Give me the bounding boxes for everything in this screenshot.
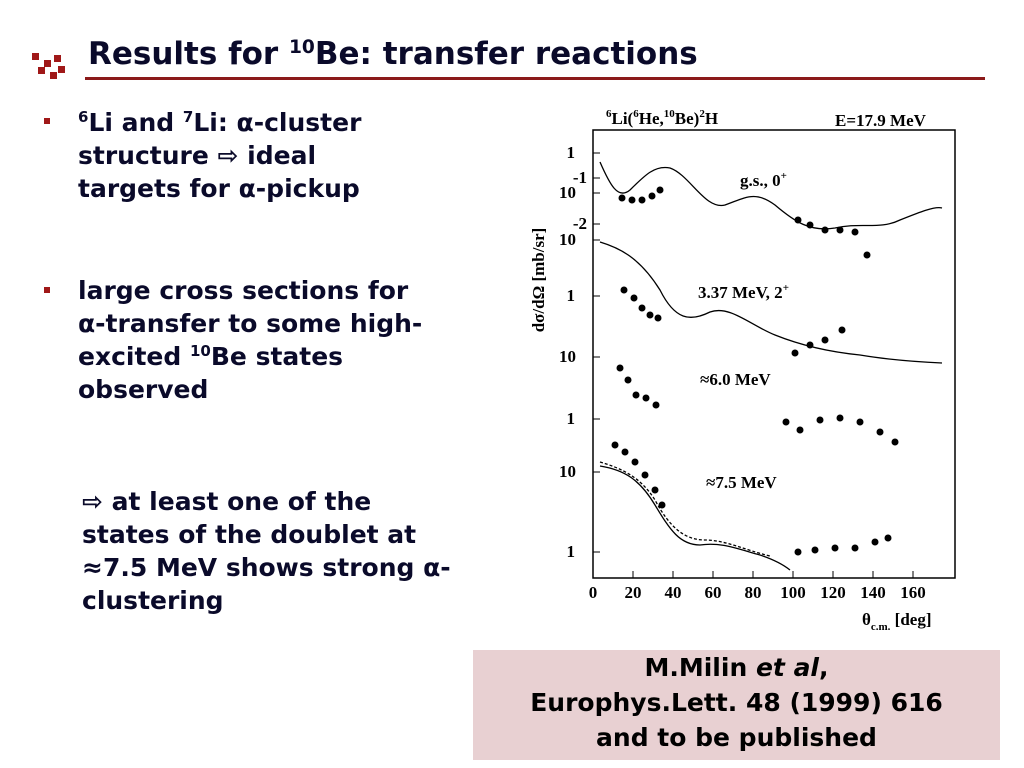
y-tick-label: 10 bbox=[559, 230, 576, 249]
title-sup: 10 bbox=[288, 36, 315, 58]
title-text: Be: transfer reactions bbox=[314, 36, 698, 72]
y-tick-label: -2 bbox=[573, 214, 587, 233]
bullet-sup: 7 bbox=[182, 108, 194, 126]
panel-label: 3.37 MeV, 2+ bbox=[698, 282, 789, 302]
conclusion: ⇨ at least one of the states of the doub… bbox=[82, 487, 451, 615]
panel-text: g.s., 0 bbox=[740, 171, 781, 190]
panel-label: ≈7.5 MeV bbox=[706, 473, 777, 492]
y-tick-label: 1 bbox=[567, 409, 576, 428]
y-axis-label: dσ/dΩ [mb/sr] bbox=[529, 228, 548, 333]
x-tick-label: 100 bbox=[780, 583, 806, 602]
bullet-text: Li and bbox=[88, 108, 183, 137]
x-tick-label: 20 bbox=[625, 583, 642, 602]
reaction-text: Be) bbox=[675, 109, 700, 128]
slide-title: Results for 10Be: transfer reactions bbox=[88, 36, 698, 72]
x-tick-label: 160 bbox=[900, 583, 926, 602]
y-tick-label: 10 bbox=[559, 462, 576, 481]
bullet-marker bbox=[44, 118, 50, 124]
citation-author: M.Milin bbox=[644, 653, 756, 682]
bullet: large cross sections for α-transfer to s… bbox=[78, 274, 438, 406]
y-tick-label: 1 bbox=[567, 143, 576, 162]
x-tick-label: 140 bbox=[860, 583, 886, 602]
reaction-sup: 2 bbox=[699, 108, 705, 120]
data-points bbox=[611, 186, 899, 556]
bullet: 6Li and 7Li: α-cluster structure ⇨ ideal… bbox=[78, 106, 423, 205]
x-tick-label: 0 bbox=[589, 583, 598, 602]
reaction-sup: 6 bbox=[606, 108, 612, 120]
x-axis-label: θc.m. [deg] bbox=[862, 610, 932, 633]
reaction-sup: 10 bbox=[664, 108, 676, 120]
citation-note: and to be published bbox=[596, 723, 877, 752]
plot-frame bbox=[592, 129, 956, 579]
bullet-sup: 6 bbox=[78, 108, 89, 126]
y-tick-label: 10 bbox=[559, 183, 576, 202]
bullet-sup: 10 bbox=[189, 342, 211, 360]
bullet-marker bbox=[44, 287, 50, 293]
title-text: Results for bbox=[88, 36, 289, 72]
panel-sup: + bbox=[781, 170, 787, 182]
x-tick-label: 40 bbox=[665, 583, 682, 602]
x-tick-label: 60 bbox=[705, 583, 722, 602]
x-tick-label: 80 bbox=[745, 583, 762, 602]
y-tick-label: 1 bbox=[567, 542, 576, 561]
curves bbox=[599, 161, 943, 571]
citation-text: , bbox=[819, 653, 829, 682]
x-label-unit: [deg] bbox=[890, 610, 931, 629]
x-label-main: θ bbox=[862, 610, 871, 629]
reaction-text: He, bbox=[639, 109, 664, 128]
title-rule bbox=[85, 77, 985, 80]
reaction-sup: 6 bbox=[633, 108, 639, 120]
y-tick-label: -1 bbox=[573, 168, 587, 187]
x-label-sub: c.m. bbox=[871, 621, 891, 633]
citation-journal: Europhys.Lett. 48 (1999) 616 bbox=[530, 688, 943, 717]
reaction-text: Li( bbox=[612, 109, 634, 128]
panel-label: g.s., 0+ bbox=[740, 170, 787, 190]
y-tick-label: 1 bbox=[567, 286, 576, 305]
x-tick-label: 120 bbox=[820, 583, 846, 602]
bullet-text: Be states observed bbox=[78, 342, 344, 404]
energy-label: E=17.9 MeV bbox=[835, 111, 927, 130]
reaction-text: H bbox=[705, 109, 718, 128]
citation-etal: et al bbox=[755, 653, 820, 682]
bullet-text: large cross sections for α-transfer to s… bbox=[78, 276, 423, 371]
panel-sup: + bbox=[783, 282, 789, 294]
reaction-label: 6Li(6He,10Be)2H bbox=[606, 108, 718, 128]
citation-box: M.Milin et al, Europhys.Lett. 48 (1999) … bbox=[473, 650, 1000, 760]
panel-text: 3.37 MeV, 2 bbox=[698, 283, 783, 302]
y-tick-label: 10 bbox=[559, 347, 576, 366]
panel-label: ≈6.0 MeV bbox=[700, 370, 771, 389]
bullet-text: Li: α-cluster structure ⇨ ideal targets … bbox=[78, 108, 362, 203]
